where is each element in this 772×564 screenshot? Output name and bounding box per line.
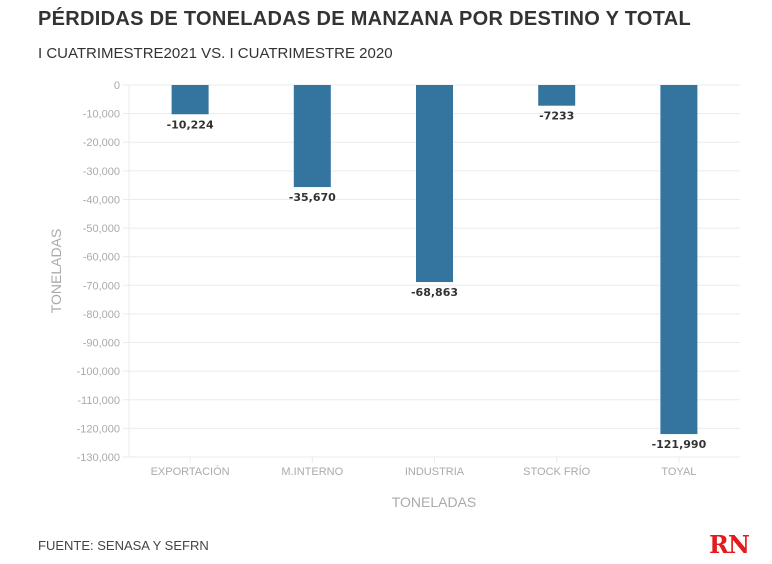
- y-tick-label: -70,000: [83, 280, 120, 292]
- gridlines: [129, 84, 740, 458]
- data-label: -35,670: [289, 191, 336, 204]
- x-tick-label: TOYAL: [661, 466, 696, 478]
- bar[interactable]: [293, 85, 331, 188]
- bar[interactable]: [416, 85, 453, 283]
- bar[interactable]: [171, 85, 209, 115]
- y-tick-label: -60,000: [83, 252, 120, 264]
- bar[interactable]: [538, 85, 576, 106]
- y-tick-label: -40,000: [83, 194, 120, 206]
- rn-logo: RN: [709, 530, 750, 559]
- x-tick-label: M.INTERNO: [281, 466, 343, 478]
- y-tick-label: -30,000: [83, 166, 120, 178]
- data-labels: -10,224 -35,670 -68,863 -7233 -121,990: [167, 110, 707, 451]
- source-note: FUENTE: SENASA Y SEFRN: [38, 538, 209, 553]
- data-label: -68,863: [411, 286, 458, 299]
- x-tick-label: INDUSTRIA: [405, 466, 465, 478]
- y-tick-label: 0: [114, 80, 120, 92]
- x-tick-label: EXPORTACIÓN: [151, 465, 230, 478]
- y-tick-label: -80,000: [83, 309, 120, 321]
- y-tick-label: -20,000: [83, 137, 120, 149]
- y-axis: 0 -10,000 -20,000 -30,000 -40,000 -50,000 -60,…: [77, 80, 130, 464]
- y-tick-label: -90,000: [83, 338, 120, 350]
- bars: [171, 85, 698, 435]
- x-axis-title: TONELADAS: [392, 494, 477, 510]
- y-tick-label: -100,000: [77, 366, 120, 378]
- y-axis-title: TONELADAS: [48, 229, 64, 314]
- y-tick-label: -10,000: [83, 109, 120, 121]
- x-axis: EXPORTACIÓN M.INTERNO INDUSTRIA STOCK FRÍO T…: [151, 457, 696, 478]
- chart-title: PÉRDIDAS DE TONELADAS DE MANZANA POR DES…: [38, 8, 692, 30]
- y-tick-label: -130,000: [77, 452, 120, 464]
- data-label: -121,990: [652, 438, 707, 451]
- y-tick-label: -120,000: [77, 423, 120, 435]
- bar[interactable]: [660, 85, 698, 435]
- y-tick-label: -50,000: [83, 223, 120, 235]
- chart-subtitle: I CUATRIMESTRE2021 VS. I CUATRIMESTRE 20…: [38, 45, 393, 62]
- data-label: -7233: [539, 110, 574, 123]
- data-label: -10,224: [167, 118, 214, 131]
- x-tick-label: STOCK FRÍO: [523, 465, 590, 478]
- y-tick-label: -110,000: [77, 395, 120, 407]
